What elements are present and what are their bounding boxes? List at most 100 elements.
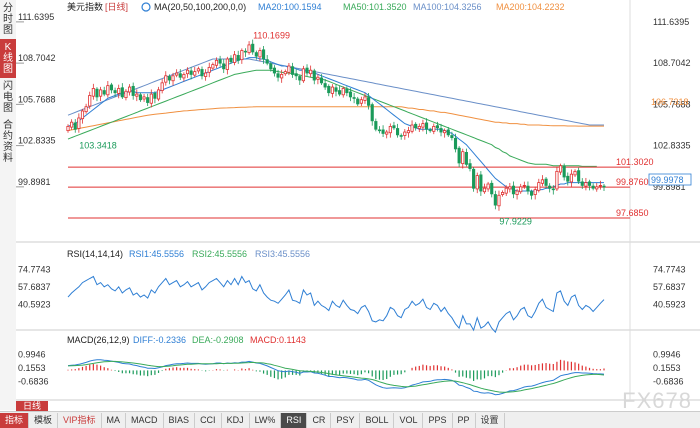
rsi-ytick-label-right: 74.7743 bbox=[653, 264, 686, 274]
toolbar-btn-macd[interactable]: MACD bbox=[126, 412, 164, 428]
candle-body bbox=[294, 73, 298, 77]
sidebar-item-flash[interactable]: 闪电图 bbox=[3, 81, 13, 114]
toolbar-btn-template[interactable]: 模板 bbox=[29, 412, 59, 428]
ma50-line bbox=[67, 69, 597, 167]
ma200-label: MA200:104.2232 bbox=[496, 2, 565, 12]
period-label[interactable]: [日线] bbox=[105, 1, 128, 12]
toolbar-btn-indicator[interactable]: 指标 bbox=[0, 412, 30, 428]
candle-body bbox=[233, 54, 237, 63]
candle-body bbox=[272, 67, 277, 74]
candle-body bbox=[435, 125, 439, 129]
ma50-label: MA50:101.3520 bbox=[343, 2, 407, 12]
toolbar-btn-vip[interactable]: VIP指标 bbox=[58, 412, 102, 428]
candle-body bbox=[493, 194, 497, 206]
candle-body bbox=[236, 55, 240, 61]
gear-icon[interactable] bbox=[141, 2, 151, 12]
candle-body bbox=[247, 44, 251, 54]
candle-body bbox=[486, 183, 490, 190]
toolbar-btn-settings[interactable]: 设置 bbox=[476, 412, 505, 428]
toolbar-btn-boll[interactable]: BOLL bbox=[360, 412, 395, 428]
candle-body bbox=[312, 70, 316, 81]
main-ytick-label-right: 105.7688 bbox=[653, 99, 691, 109]
toolbar-btn-bias[interactable]: BIAS bbox=[164, 412, 196, 428]
price-annotation: 103.3418 bbox=[79, 140, 117, 150]
macd-diff-label: DIFF:-0.2336 bbox=[133, 335, 186, 345]
candle-body bbox=[522, 185, 526, 187]
candle-body bbox=[468, 163, 472, 169]
candle-body bbox=[446, 129, 450, 136]
candle-body bbox=[283, 71, 287, 75]
toolbar-btn-cr[interactable]: CR bbox=[307, 412, 332, 428]
kline-chart[interactable]: 美元指数 [日线] MA(20,50,100,200,0,0) MA20:100… bbox=[16, 0, 700, 401]
toolbar-btn-rsi[interactable]: RSI bbox=[281, 412, 308, 428]
candle-body bbox=[167, 76, 171, 81]
rsi1-label: RSI1:45.5556 bbox=[129, 249, 184, 259]
rsi-ytick-label-right: 57.6837 bbox=[653, 282, 686, 292]
candle-body bbox=[225, 58, 229, 70]
candle-body bbox=[537, 182, 541, 191]
candle-body bbox=[196, 68, 200, 72]
candle-body bbox=[501, 192, 505, 195]
symbol-title: 美元指数 bbox=[67, 1, 103, 12]
candle-body bbox=[261, 49, 266, 60]
ma200-line bbox=[67, 106, 604, 132]
candle-body bbox=[102, 90, 106, 95]
ma-price-tag: 106.7318 bbox=[651, 97, 689, 107]
candle-body bbox=[330, 86, 334, 94]
candle-body bbox=[160, 82, 164, 91]
candle-body bbox=[562, 166, 566, 178]
main-ytick-label-right: 108.7042 bbox=[653, 58, 691, 68]
current-price-tag bbox=[648, 173, 692, 186]
candle-body bbox=[70, 121, 74, 128]
candle-body bbox=[479, 174, 483, 192]
candle-body bbox=[84, 106, 88, 113]
candle-body bbox=[359, 99, 363, 104]
toolbar-btn-pps[interactable]: PPS bbox=[423, 412, 453, 428]
toolbar-btn-pp[interactable]: PP bbox=[453, 412, 476, 428]
toolbar-btn-cci[interactable]: CCI bbox=[195, 412, 222, 428]
candle-body bbox=[316, 76, 320, 80]
candle-body bbox=[77, 117, 81, 129]
rsi-ytick-label-left: 74.7743 bbox=[18, 264, 51, 274]
sidebar-item-timeshare[interactable]: 分时图 bbox=[3, 3, 13, 36]
candle-body bbox=[327, 85, 331, 94]
candle-body bbox=[403, 131, 407, 136]
candle-body bbox=[305, 67, 309, 74]
candle-body bbox=[519, 186, 523, 193]
toolbar-btn-lw[interactable]: LW% bbox=[250, 412, 282, 428]
support-resistance-label: 101.3020 bbox=[616, 157, 654, 167]
candle-body bbox=[80, 110, 85, 120]
candle-body bbox=[175, 72, 179, 76]
main-ytick-label-right: 111.6395 bbox=[653, 17, 689, 27]
candle-body bbox=[551, 188, 555, 191]
candle-body bbox=[211, 64, 215, 69]
date-filter-button[interactable]: 日线 bbox=[16, 401, 48, 411]
candle-body bbox=[135, 93, 139, 97]
candle-body bbox=[131, 85, 135, 96]
candle-body bbox=[457, 147, 461, 164]
candle-body bbox=[338, 90, 342, 95]
candle-body bbox=[399, 135, 403, 137]
sidebar-item-contract[interactable]: 合约资料 bbox=[3, 120, 13, 164]
support-resistance-label: 99.8760 bbox=[616, 177, 649, 187]
toolbar-btn-kdj[interactable]: KDJ bbox=[222, 412, 250, 428]
candle-body bbox=[287, 65, 291, 73]
candle-body bbox=[117, 88, 121, 94]
macd-ytick-label-right: -0.6836 bbox=[653, 376, 684, 386]
toolbar-btn-psy[interactable]: PSY bbox=[331, 412, 361, 428]
candle-body bbox=[185, 69, 190, 75]
ma100-line bbox=[67, 58, 604, 126]
candle-body bbox=[377, 129, 382, 132]
candle-body bbox=[127, 86, 132, 93]
candle-body bbox=[529, 191, 534, 196]
candle-body bbox=[569, 173, 573, 183]
candle-body bbox=[341, 88, 345, 96]
sidebar-item-kline[interactable]: K线图 bbox=[0, 39, 16, 78]
candle-body bbox=[88, 95, 92, 107]
rsi-ytick-label-left: 40.5923 bbox=[18, 300, 51, 310]
candle-body bbox=[200, 69, 204, 77]
toolbar-btn-ma[interactable]: MA bbox=[102, 412, 127, 428]
toolbar-btn-vol[interactable]: VOL bbox=[394, 412, 424, 428]
candle-body bbox=[95, 88, 99, 98]
candle-body bbox=[240, 50, 244, 61]
